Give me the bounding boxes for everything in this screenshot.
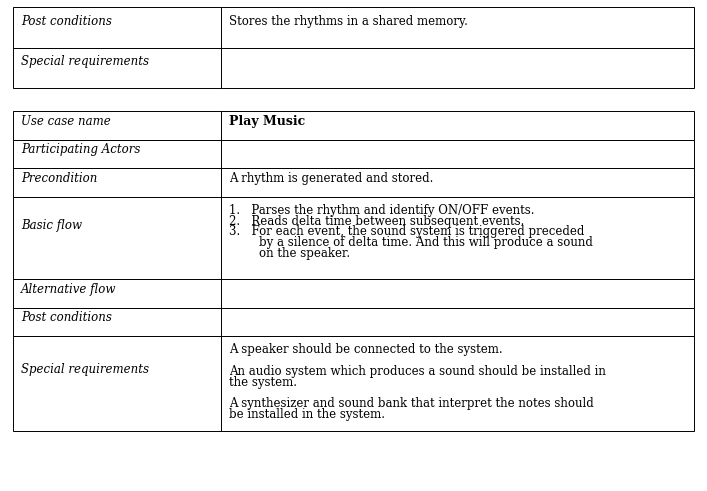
Bar xyxy=(221,336,694,431)
Text: on the speaker.: on the speaker. xyxy=(229,247,350,260)
Bar xyxy=(13,7,221,48)
Bar xyxy=(13,279,221,308)
Text: Alternative flow: Alternative flow xyxy=(21,283,117,296)
Bar xyxy=(13,308,221,336)
Bar xyxy=(221,111,694,140)
Text: Play Music: Play Music xyxy=(229,115,305,128)
Bar xyxy=(221,279,694,308)
Text: A speaker should be connected to the system.: A speaker should be connected to the sys… xyxy=(229,343,503,356)
Bar xyxy=(221,308,694,336)
Text: be installed in the system.: be installed in the system. xyxy=(229,408,385,421)
Text: Post conditions: Post conditions xyxy=(21,15,112,28)
Bar xyxy=(13,111,221,140)
Text: 1.   Parses the rhythm and identify ON/OFF events.: 1. Parses the rhythm and identify ON/OFF… xyxy=(229,204,534,217)
Text: Participating Actors: Participating Actors xyxy=(21,143,141,157)
Bar xyxy=(13,48,221,88)
Text: the system.: the system. xyxy=(229,376,297,388)
Bar xyxy=(221,48,694,88)
Bar xyxy=(13,197,221,279)
Text: A synthesizer and sound bank that interpret the notes should: A synthesizer and sound bank that interp… xyxy=(229,397,594,410)
Text: Post conditions: Post conditions xyxy=(21,311,112,325)
Bar xyxy=(13,140,221,168)
Text: Use case name: Use case name xyxy=(21,115,111,128)
Bar xyxy=(221,168,694,197)
Text: 3.   For each event, the sound system is triggered preceded: 3. For each event, the sound system is t… xyxy=(229,225,585,238)
Text: by a silence of delta time. And this will produce a sound: by a silence of delta time. And this wil… xyxy=(229,236,593,249)
Text: 2.   Reads delta time between subsequent events.: 2. Reads delta time between subsequent e… xyxy=(229,215,525,227)
Text: An audio system which produces a sound should be installed in: An audio system which produces a sound s… xyxy=(229,365,606,378)
Bar xyxy=(13,168,221,197)
Bar xyxy=(221,7,694,48)
Text: A rhythm is generated and stored.: A rhythm is generated and stored. xyxy=(229,172,433,185)
Text: Special requirements: Special requirements xyxy=(21,363,149,376)
Text: Special requirements: Special requirements xyxy=(21,55,149,68)
Bar xyxy=(221,140,694,168)
Bar xyxy=(13,336,221,431)
Bar xyxy=(221,197,694,279)
Text: Stores the rhythms in a shared memory.: Stores the rhythms in a shared memory. xyxy=(229,15,468,28)
Text: Basic flow: Basic flow xyxy=(21,219,82,232)
Text: Precondition: Precondition xyxy=(21,172,98,185)
